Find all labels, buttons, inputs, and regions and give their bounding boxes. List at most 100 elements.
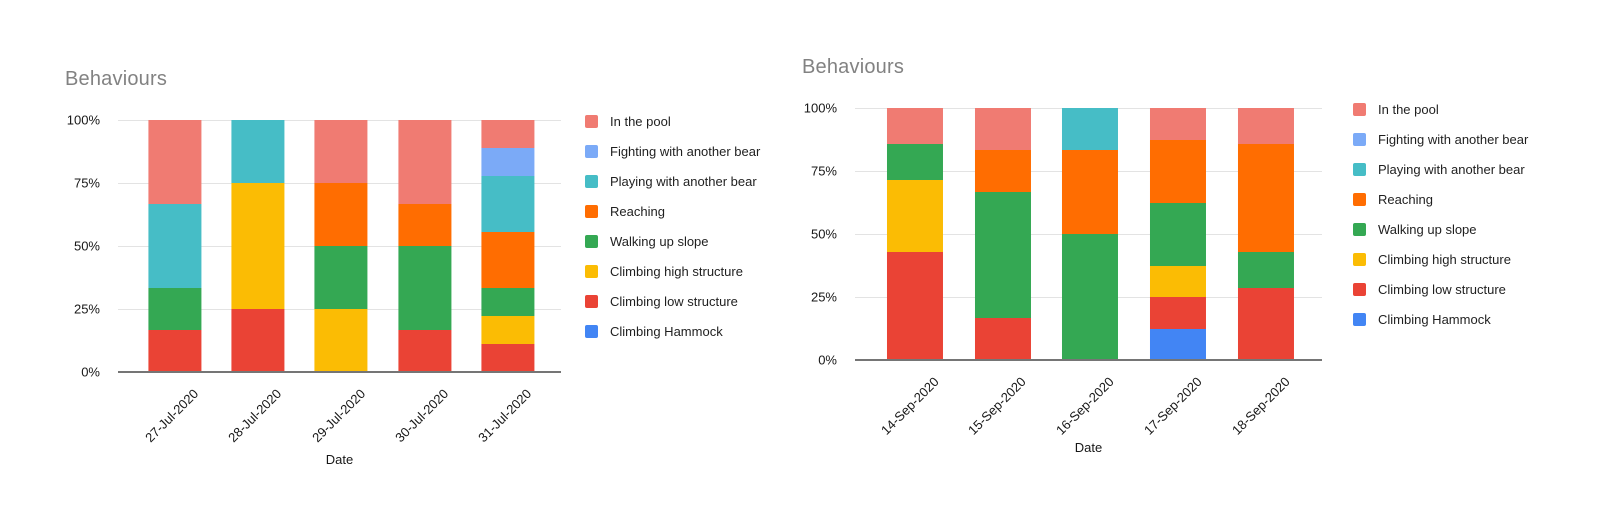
y-tick-label: 50%	[810, 226, 837, 242]
bar-segment[interactable]	[148, 287, 202, 330]
bar-segment[interactable]	[481, 232, 535, 288]
bar-segment[interactable]	[148, 120, 202, 204]
legend-item[interactable]: Climbing low structure	[1353, 282, 1528, 298]
legend-item[interactable]: Climbing high structure	[1353, 252, 1528, 268]
bar-segment[interactable]	[481, 316, 535, 344]
legend-swatch	[1353, 163, 1366, 176]
legend-label: Fighting with another bear	[610, 144, 761, 159]
bar-segment[interactable]	[314, 309, 368, 372]
bar-segment[interactable]	[1062, 108, 1119, 151]
bar-29-Jul-2020[interactable]	[314, 120, 368, 372]
legend-item[interactable]: Climbing low structure	[585, 294, 760, 310]
x-tick-label: 28-Jul-2020	[225, 386, 285, 446]
x-tick-label: 18-Sep-2020	[1228, 374, 1293, 438]
bar-segment[interactable]	[886, 252, 943, 360]
legend-swatch	[1353, 283, 1366, 296]
bar-31-Jul-2020[interactable]	[481, 120, 535, 372]
bar-segment[interactable]	[1237, 252, 1294, 288]
y-tick-label: 50%	[73, 238, 100, 254]
legend-swatch	[585, 295, 598, 308]
bar-segment[interactable]	[1237, 144, 1294, 252]
legend-swatch	[1353, 193, 1366, 206]
legend-item[interactable]: In the pool	[1353, 102, 1528, 118]
legend-item[interactable]: Climbing high structure	[585, 264, 760, 280]
bar-segment[interactable]	[1150, 202, 1207, 266]
bar-segment[interactable]	[314, 246, 368, 309]
legend-label: Climbing Hammock	[610, 324, 723, 339]
bar-segment[interactable]	[1150, 139, 1207, 203]
y-axis: 0% 25% 50% 75% 100%	[773, 101, 846, 368]
bar-segment[interactable]	[1150, 297, 1207, 329]
bar-segment[interactable]	[481, 148, 535, 176]
bar-segment[interactable]	[481, 120, 535, 148]
legend-label: Climbing high structure	[1378, 252, 1511, 267]
legend-item[interactable]: Fighting with another bear	[585, 144, 760, 160]
legend-item[interactable]: Playing with another bear	[585, 174, 760, 190]
bar-segment[interactable]	[231, 309, 285, 372]
bar-segment[interactable]	[148, 329, 202, 372]
legend-item[interactable]: Walking up slope	[585, 234, 760, 250]
bar-segment[interactable]	[397, 246, 452, 330]
x-tick-label: 30-Jul-2020	[392, 386, 452, 446]
legend-label: Fighting with another bear	[1378, 132, 1529, 147]
x-tick-label: 16-Sep-2020	[1053, 374, 1117, 438]
bar-segment[interactable]	[1237, 108, 1294, 144]
bar-segment[interactable]	[397, 329, 452, 372]
bar-segment[interactable]	[148, 203, 202, 288]
legend-swatch	[585, 175, 598, 188]
legend-item[interactable]: Walking up slope	[1353, 222, 1528, 238]
legend-label: Playing with another bear	[1378, 162, 1525, 177]
bar-segment[interactable]	[231, 120, 285, 183]
bar-segment[interactable]	[481, 176, 535, 232]
legend-swatch	[585, 145, 598, 158]
bar-segment[interactable]	[481, 288, 535, 316]
bar-segment[interactable]	[886, 180, 943, 252]
bar-segment[interactable]	[974, 150, 1031, 193]
legend-label: Walking up slope	[610, 234, 709, 249]
bar-segment[interactable]	[974, 317, 1031, 360]
bar-segment[interactable]	[1062, 234, 1119, 360]
bar-segment[interactable]	[974, 108, 1031, 151]
bar-14-Sep-2020[interactable]	[886, 108, 943, 360]
chart-title: Behaviours	[65, 68, 168, 90]
legend-item[interactable]: Reaching	[585, 204, 760, 220]
bar-27-Jul-2020[interactable]	[148, 120, 202, 372]
bar-segment[interactable]	[1237, 288, 1294, 360]
legend-label: Climbing Hammock	[1378, 312, 1491, 327]
plot-area	[855, 108, 1322, 361]
bar-segment[interactable]	[397, 120, 452, 204]
bar-segment[interactable]	[1062, 150, 1119, 234]
bar-16-Sep-2020[interactable]	[1062, 108, 1119, 360]
legend-item[interactable]: Reaching	[1353, 192, 1528, 208]
bar-segment[interactable]	[974, 192, 1031, 318]
y-tick-label: 75%	[73, 175, 100, 191]
legend: In the pool Fighting with another bear Pla…	[1353, 102, 1528, 342]
legend-item[interactable]: Climbing Hammock	[1353, 312, 1528, 328]
bar-segment[interactable]	[886, 108, 943, 144]
y-tick-label: 100%	[803, 100, 837, 116]
chart-title: Behaviours	[802, 56, 905, 78]
bar-segment[interactable]	[1150, 265, 1207, 297]
bar-30-Jul-2020[interactable]	[397, 120, 452, 372]
legend-swatch	[1353, 253, 1366, 266]
bar-segment[interactable]	[481, 344, 535, 372]
bar-17-Sep-2020[interactable]	[1150, 108, 1207, 360]
legend-item[interactable]: Fighting with another bear	[1353, 132, 1528, 148]
bar-segment[interactable]	[886, 144, 943, 180]
legend-item[interactable]: In the pool	[585, 114, 760, 130]
bar-segment[interactable]	[1150, 108, 1207, 140]
bar-segment[interactable]	[314, 120, 368, 183]
legend-label: Playing with another bear	[610, 174, 757, 189]
bar-28-Jul-2020[interactable]	[231, 120, 285, 372]
legend-swatch	[1353, 223, 1366, 236]
legend-item[interactable]: Playing with another bear	[1353, 162, 1528, 178]
bar-segment[interactable]	[314, 183, 368, 246]
bar-15-Sep-2020[interactable]	[974, 108, 1031, 360]
bar-segment[interactable]	[397, 203, 452, 246]
legend-item[interactable]: Climbing Hammock	[585, 324, 760, 340]
bar-segment[interactable]	[1150, 328, 1207, 360]
bar-18-Sep-2020[interactable]	[1237, 108, 1294, 360]
bar-segment[interactable]	[231, 183, 285, 309]
legend-swatch	[585, 115, 598, 128]
y-tick-label: 0%	[818, 352, 837, 368]
